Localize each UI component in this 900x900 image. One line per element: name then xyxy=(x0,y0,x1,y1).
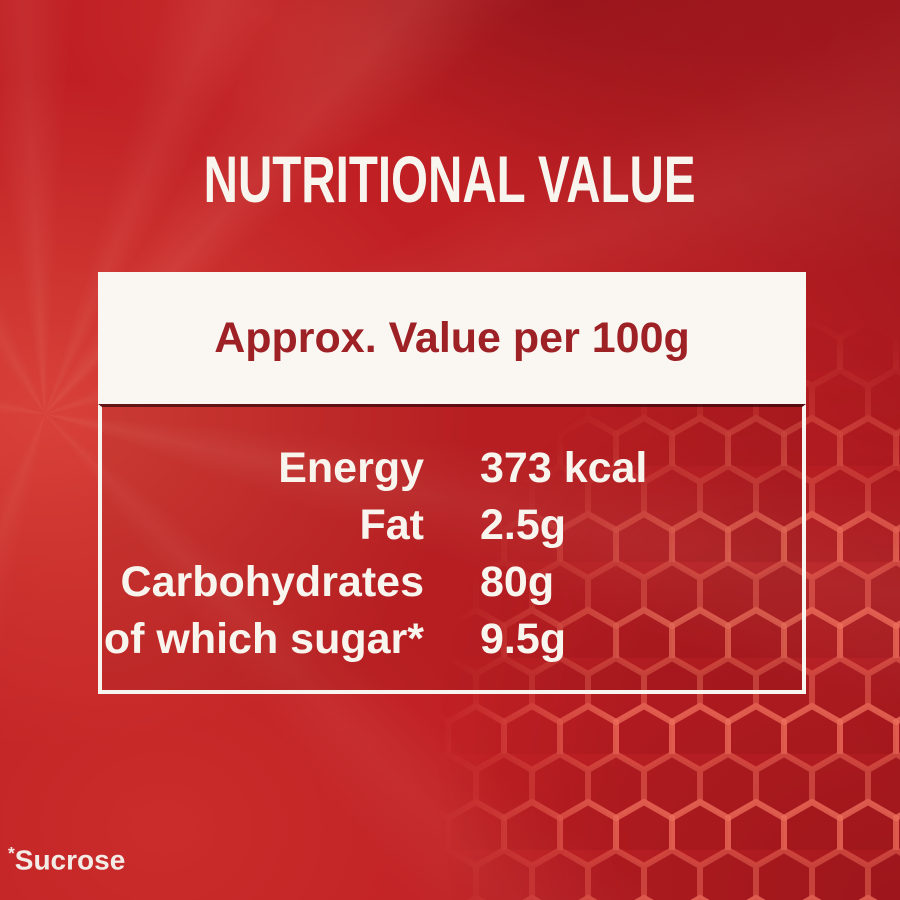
footnote-marker: * xyxy=(8,843,15,863)
nutrient-label: Fat xyxy=(359,501,425,549)
nutrient-label: Energy xyxy=(278,444,424,492)
footnote-text: Sucrose xyxy=(14,844,126,876)
table-row: Carbohydrates 80g xyxy=(102,554,802,611)
table-row: Fat 2.5g xyxy=(102,497,802,554)
page-title-text: NUTRITIONAL VALUE xyxy=(204,142,696,216)
nutrient-value: 373 kcal xyxy=(480,444,648,492)
panel-header: Approx. Value per 100g xyxy=(98,272,806,404)
nutrient-label: Carbohydrates xyxy=(120,558,424,606)
nutrient-label: of which sugar* xyxy=(103,615,424,663)
table-row: of which sugar* 9.5g xyxy=(102,611,802,668)
table-row: Energy 373 kcal xyxy=(102,440,802,497)
footnote: *Sucrose xyxy=(8,843,125,876)
nutrient-value: 80g xyxy=(480,558,555,606)
nutrition-panel: Approx. Value per 100g Energy 373 kcal F… xyxy=(98,272,806,694)
panel-header-text: Approx. Value per 100g xyxy=(214,313,690,362)
nutrition-table: Energy 373 kcal Fat 2.5g Carbohydrates 8… xyxy=(98,404,806,694)
page-title: NUTRITIONAL VALUE xyxy=(0,141,900,217)
nutrient-value: 2.5g xyxy=(480,501,567,549)
nutrient-value: 9.5g xyxy=(480,615,567,663)
